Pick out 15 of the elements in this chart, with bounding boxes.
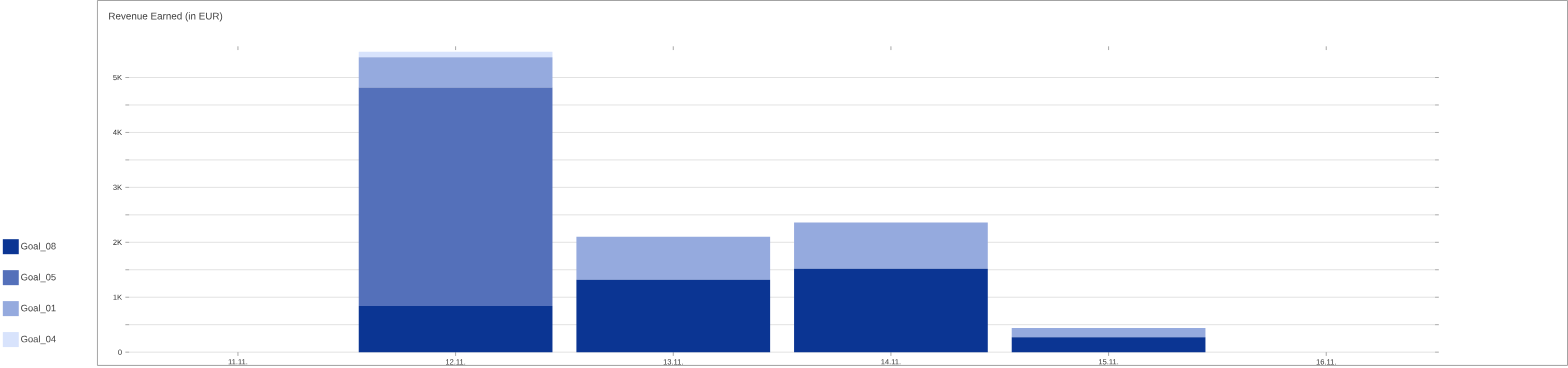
bar: [1011, 328, 1206, 338]
bar: [358, 57, 553, 88]
bar: [358, 306, 553, 353]
bar: [794, 268, 988, 353]
bar: [358, 51, 553, 58]
bar: [358, 87, 553, 307]
legend-label: Goal_05: [21, 273, 56, 283]
bar: [576, 279, 771, 353]
legend-label: Goal_01: [21, 304, 56, 314]
chart-title: Revenue Earned (in EUR): [109, 12, 223, 22]
bar: [794, 222, 988, 269]
bar: [1011, 337, 1206, 353]
legend-label: Goal_08: [21, 242, 56, 252]
legend-label: Goal_04: [21, 335, 56, 345]
bar: [576, 236, 771, 280]
